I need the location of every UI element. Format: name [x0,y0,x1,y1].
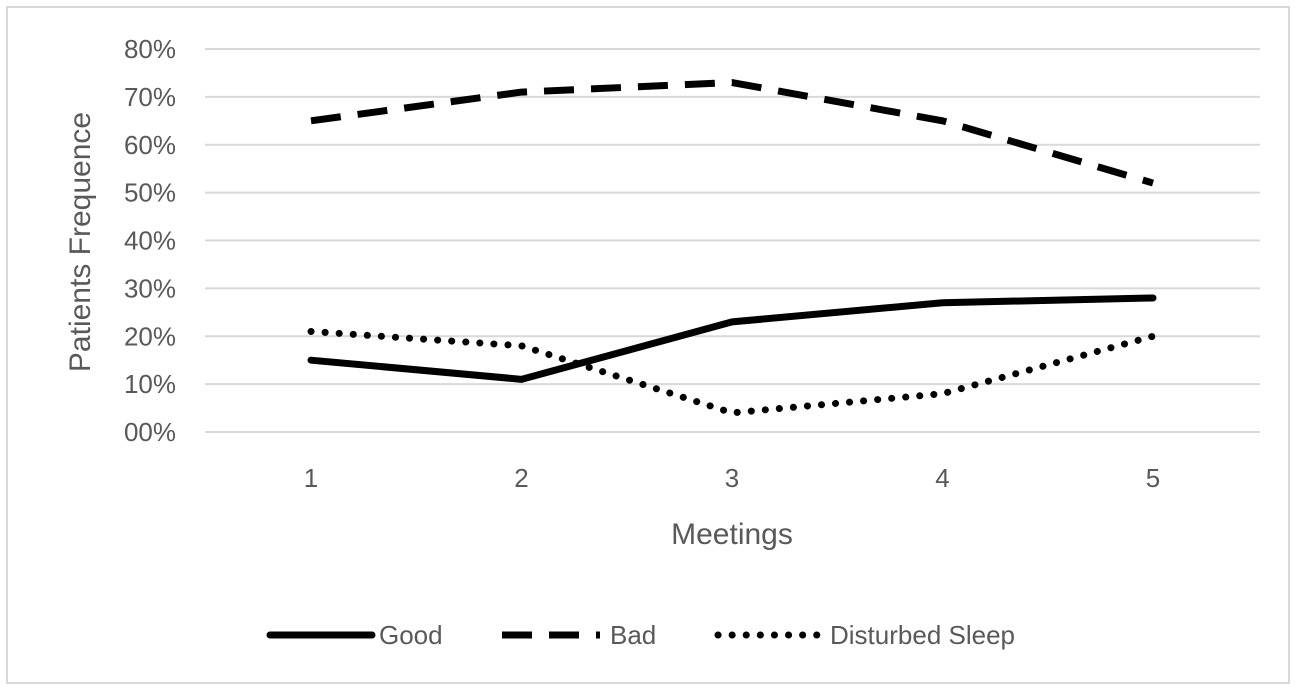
legend-disturbed-sleep-label: Disturbed Sleep [830,620,1015,650]
y-tick-label: 10% [124,369,176,399]
y-tick-label: 60% [124,130,176,160]
x-tick-label: 2 [514,463,528,493]
y-tick-label: 30% [124,273,176,303]
y-tick-labels: 00% 10% 20% 30% 40% 50% 60% 70% 80% [124,34,176,447]
gridlines [205,48,1260,433]
series-disturbed-sleep-line [307,327,1157,417]
x-tick-labels: 1 2 3 4 5 [304,463,1160,493]
y-axis-title: Patients Frequence [64,112,97,372]
legend-good-label: Good [379,620,443,650]
y-tick-label: 70% [124,82,176,112]
y-tick-label: 20% [124,321,176,351]
legend: Good Bad Disturbed Sleep [266,620,1015,650]
x-tick-label: 3 [725,463,739,493]
x-tick-label: 1 [304,463,318,493]
series-lines [307,79,1157,417]
y-tick-label: 40% [124,226,176,256]
x-tick-label: 4 [935,463,949,493]
series-good-line [307,294,1157,383]
y-tick-label: 80% [124,34,176,64]
series-bad-line [310,79,1154,187]
y-tick-label: 50% [124,178,176,208]
legend-bad-label: Bad [610,620,656,650]
x-tick-label: 5 [1146,463,1160,493]
x-axis-title: Meetings [671,518,793,551]
y-tick-label: 00% [124,417,176,447]
